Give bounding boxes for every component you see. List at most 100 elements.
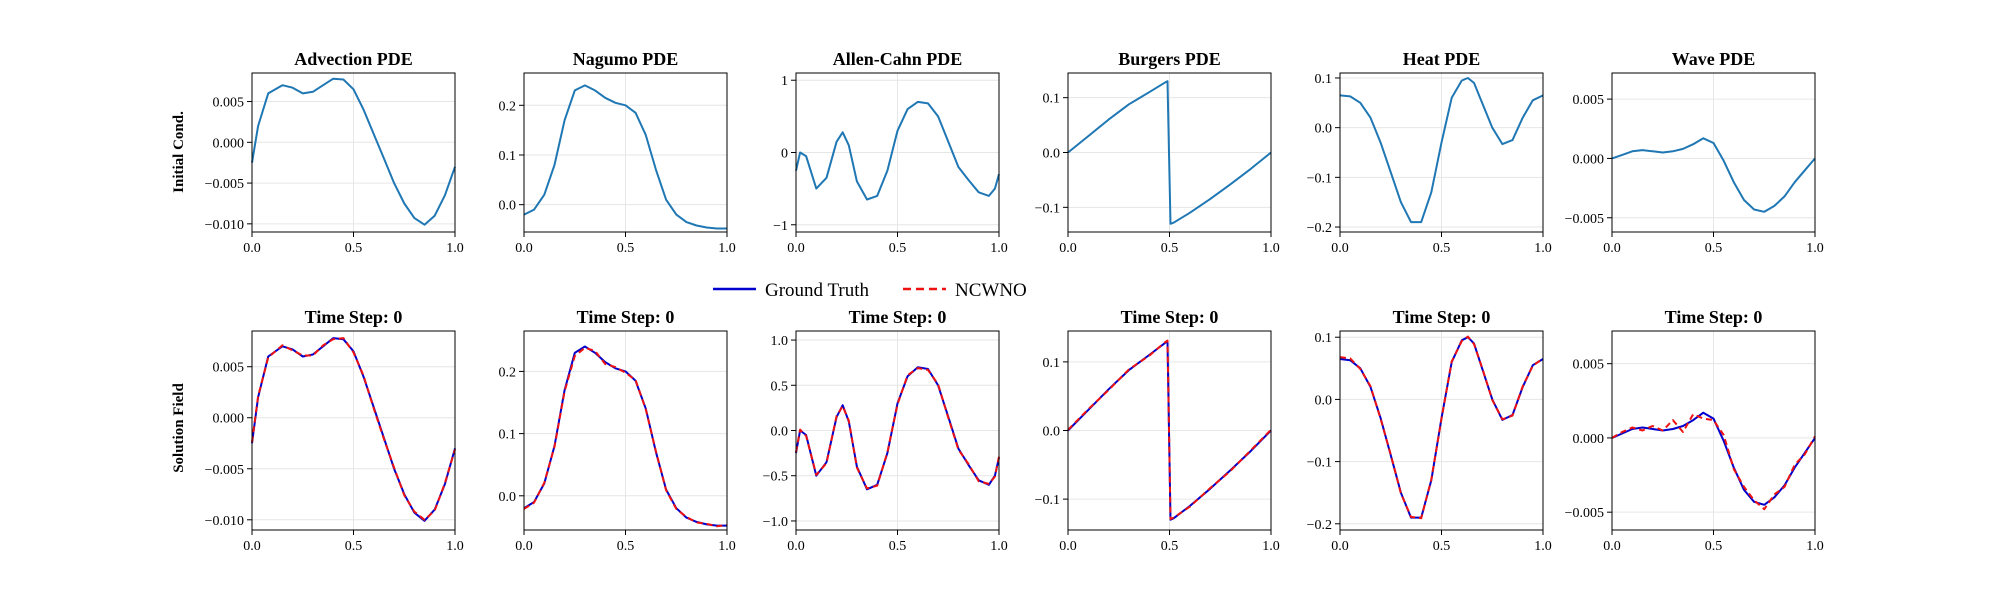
x-tick-label: 1.0	[718, 241, 736, 256]
panel-initial-1: 0.0 0.5 1.0 −0.010 −0.005 0.000 0.005 Advection…	[205, 49, 464, 256]
y-tick-label: 1.0	[771, 334, 789, 349]
y-tick-label: −1	[773, 219, 788, 234]
x-tick-label: 0.0	[243, 539, 261, 554]
x-tick-label: 0.0	[243, 241, 261, 256]
chart-title: Time Step: 0	[1665, 307, 1763, 327]
y-tick-label: 0.0	[1043, 147, 1061, 162]
y-tick-label: 0.005	[1573, 93, 1605, 108]
x-tick-label: 0.5	[889, 241, 907, 256]
x-tick-label: 0.5	[1705, 539, 1723, 554]
x-tick-label: 0.5	[345, 241, 363, 256]
y-tick-label: 0.1	[1315, 331, 1333, 346]
y-tick-label: 0.1	[1043, 356, 1061, 371]
x-tick-label: 0.5	[345, 539, 363, 554]
y-tick-label: −0.005	[205, 177, 244, 192]
chart-title: Burgers PDE	[1118, 49, 1221, 69]
y-tick-label: 0.2	[499, 365, 517, 380]
panel-initial-5: 0.0 0.5 1.0 −0.2 −0.1 0.0 0.1 Heat PDE	[1307, 49, 1552, 256]
y-tick-label: −0.1	[1307, 171, 1332, 186]
y-tick-label: 1	[781, 74, 788, 89]
x-tick-label: 0.0	[1059, 539, 1077, 554]
x-tick-label: 0.0	[1059, 241, 1077, 256]
x-tick-label: 0.0	[1331, 539, 1349, 554]
chart-title: Advection PDE	[294, 49, 413, 69]
panel-initial-2: 0.0 0.5 1.0 0.0 0.1 0.2 Nagumo PDE	[499, 49, 736, 256]
y-tick-label: 0.005	[213, 361, 245, 376]
x-tick-label: 0.0	[787, 241, 805, 256]
x-tick-label: 1.0	[1262, 539, 1280, 554]
chart-title: Allen-Cahn PDE	[833, 49, 963, 69]
x-tick-label: 0.0	[787, 539, 805, 554]
y-tick-label: 0.0	[1043, 425, 1061, 440]
y-tick-label: −0.1	[1035, 201, 1060, 216]
y-tick-label: 0.5	[771, 379, 789, 394]
y-tick-label: 0.1	[499, 428, 517, 443]
row-label-solution-field: Solution Field	[171, 383, 187, 473]
y-tick-label: −0.2	[1307, 518, 1332, 533]
panel-solution-3: 0.0 0.5 1.0 −1.0 −0.5 0.0 0.5 1.0 Time Step: 0	[763, 307, 1008, 554]
x-tick-label: 0.0	[515, 539, 533, 554]
y-tick-label: −0.005	[205, 463, 244, 478]
x-tick-label: 0.5	[1705, 241, 1723, 256]
x-tick-label: 1.0	[1262, 241, 1280, 256]
y-tick-label: 0.0	[499, 199, 517, 214]
y-tick-label: 0.0	[771, 425, 789, 440]
series-line-ncwno	[251, 337, 456, 521]
y-tick-label: 0.0	[1315, 393, 1333, 408]
y-tick-label: −0.005	[1565, 212, 1604, 227]
row-label-initial-cond: Initial Cond.	[171, 111, 187, 193]
x-tick-label: 0.0	[515, 241, 533, 256]
x-tick-label: 0.5	[889, 539, 907, 554]
y-tick-label: −1.0	[763, 515, 788, 530]
panel-initial-3: 0.0 0.5 1.0 −1 0 1 Allen-Cahn PDE	[773, 49, 1008, 256]
y-tick-label: −0.010	[205, 514, 244, 529]
chart-title: Time Step: 0	[1121, 307, 1219, 327]
x-tick-label: 1.0	[1534, 539, 1552, 554]
y-tick-label: −0.1	[1035, 493, 1060, 508]
y-tick-label: −0.2	[1307, 221, 1332, 236]
y-tick-label: 0.1	[499, 149, 517, 164]
series-line-ncwno	[523, 346, 728, 528]
series-line-initial-condition	[1611, 137, 1816, 213]
y-tick-label: 0.1	[1315, 72, 1333, 87]
series-line-initial-condition	[795, 100, 1000, 201]
y-tick-label: 0.000	[1573, 432, 1605, 447]
series-line-initial-condition	[523, 84, 727, 230]
x-tick-label: 1.0	[990, 241, 1008, 256]
series-line-ncwno	[1339, 335, 1544, 520]
series-line-ncwno	[1067, 339, 1272, 520]
series-line-ncwno	[795, 367, 1000, 490]
x-tick-label: 0.0	[1331, 241, 1349, 256]
chart-title: Heat PDE	[1403, 49, 1480, 69]
x-tick-label: 0.5	[1433, 241, 1451, 256]
y-tick-label: 0.2	[499, 99, 517, 114]
series-line-initial-condition	[1339, 77, 1544, 224]
panel-initial-6: 0.0 0.5 1.0 −0.005 0.000 0.005 Wave PDE	[1565, 49, 1824, 256]
y-tick-label: −0.1	[1307, 456, 1332, 471]
x-tick-label: 1.0	[1806, 241, 1824, 256]
panel-solution-4: 0.0 0.5 1.0 −0.1 0.0 0.1 Time Step: 0	[1035, 307, 1280, 554]
x-tick-label: 0.0	[1603, 539, 1621, 554]
legend-label-ncwno: NCWNO	[955, 280, 1027, 301]
chart-title: Nagumo PDE	[573, 49, 679, 69]
chart-title: Time Step: 0	[849, 307, 947, 327]
y-tick-label: 0.0	[1315, 122, 1333, 137]
series-line-initial-condition	[1067, 80, 1272, 225]
x-tick-label: 0.5	[1161, 539, 1179, 554]
y-tick-label: −0.005	[1565, 506, 1604, 521]
y-tick-label: 0.0	[499, 490, 517, 505]
x-tick-label: 0.5	[617, 539, 635, 554]
y-tick-label: 0.005	[1573, 358, 1605, 373]
x-tick-label: 0.5	[1161, 241, 1179, 256]
series-line-initial-condition	[251, 77, 456, 226]
x-tick-label: 1.0	[718, 539, 736, 554]
y-tick-label: 0.000	[1573, 152, 1605, 167]
panel-solution-6: 0.0 0.5 1.0 −0.005 0.000 0.005 Time Step: 0	[1565, 307, 1824, 554]
chart-title: Time Step: 0	[577, 307, 675, 327]
x-tick-label: 1.0	[1806, 539, 1824, 554]
y-tick-label: −0.5	[763, 470, 788, 485]
chart-title: Wave PDE	[1672, 49, 1756, 69]
y-tick-label: 0.1	[1043, 92, 1061, 107]
panel-initial-4: 0.0 0.5 1.0 −0.1 0.0 0.1 Burgers PDE	[1035, 49, 1280, 256]
